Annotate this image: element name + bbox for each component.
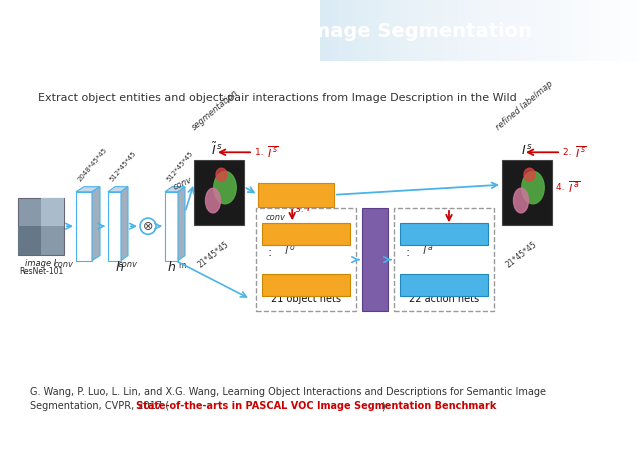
Text: ResNet-101: ResNet-101 bbox=[19, 267, 63, 276]
Text: 21*45*45: 21*45*45 bbox=[196, 239, 230, 269]
Text: 4.: 4. bbox=[556, 183, 568, 192]
Text: 512*45*45: 512*45*45 bbox=[166, 150, 195, 183]
Polygon shape bbox=[165, 192, 178, 260]
Text: 512*45*45: 512*45*45 bbox=[109, 150, 138, 183]
Text: :: : bbox=[406, 246, 418, 259]
Text: G. Wang, P. Luo, L. Lin, and X.G. Wang, Learning Object Interactions and Descrip: G. Wang, P. Luo, L. Lin, and X.G. Wang, … bbox=[30, 387, 546, 397]
Bar bbox=[194, 160, 244, 225]
Ellipse shape bbox=[216, 168, 227, 181]
Text: ⊗: ⊗ bbox=[143, 220, 153, 233]
Bar bbox=[362, 208, 388, 311]
Polygon shape bbox=[108, 187, 128, 192]
Text: image I: image I bbox=[26, 259, 56, 268]
Text: Segmentation, CVPR, 2017 (: Segmentation, CVPR, 2017 ( bbox=[30, 401, 169, 411]
Text: h: h bbox=[115, 261, 123, 274]
Polygon shape bbox=[178, 187, 185, 260]
Text: Object-Pair: Object-Pair bbox=[371, 223, 380, 280]
Polygon shape bbox=[165, 187, 185, 192]
Text: person-subnet: person-subnet bbox=[266, 229, 346, 239]
Text: $\overline{I^{\,s}}$: $\overline{I^{\,s}}$ bbox=[575, 145, 587, 160]
Bar bbox=[256, 208, 356, 311]
Bar bbox=[394, 208, 494, 311]
Text: $\overline{l^{\,o}}$: $\overline{l^{\,o}}$ bbox=[306, 199, 318, 214]
Text: refined labelmap: refined labelmap bbox=[494, 79, 554, 132]
Text: 21 object nets: 21 object nets bbox=[271, 294, 341, 304]
Bar bbox=[400, 274, 488, 296]
Ellipse shape bbox=[214, 171, 236, 204]
Ellipse shape bbox=[513, 188, 529, 213]
Text: Selection: Selection bbox=[371, 244, 380, 291]
Text: sit-subnet: sit-subnet bbox=[416, 280, 472, 290]
Bar bbox=[262, 223, 350, 246]
Text: $\widetilde{I}^{\,s}$: $\widetilde{I}^{\,s}$ bbox=[211, 142, 223, 159]
Polygon shape bbox=[92, 187, 100, 260]
Text: 3.: 3. bbox=[295, 205, 307, 214]
Text: h: h bbox=[168, 261, 176, 274]
Text: Extract object entities and object-pair interactions from Image Description in t: Extract object entities and object-pair … bbox=[38, 92, 516, 102]
Bar bbox=[262, 274, 350, 296]
Text: segmentation: segmentation bbox=[190, 88, 240, 132]
Bar bbox=[41, 198, 64, 226]
Text: conv: conv bbox=[54, 260, 74, 269]
Text: conv: conv bbox=[266, 213, 286, 222]
Text: conv: conv bbox=[172, 175, 194, 192]
Text: $I^{\,s}$: $I^{\,s}$ bbox=[521, 145, 533, 159]
Text: State-of-the-arts in PASCAL VOC Image Segmentation Benchmark: State-of-the-arts in PASCAL VOC Image Se… bbox=[136, 401, 497, 411]
Text: $l^{\,a}$: $l^{\,a}$ bbox=[422, 243, 434, 257]
Text: 21*45*45: 21*45*45 bbox=[504, 239, 538, 269]
Text: $\overline{l^{\,a}}$: $\overline{l^{\,a}}$ bbox=[568, 180, 580, 195]
Ellipse shape bbox=[524, 168, 535, 181]
Polygon shape bbox=[121, 187, 128, 260]
Polygon shape bbox=[76, 192, 92, 260]
Bar bbox=[258, 183, 334, 207]
Text: $l^{\,o}$: $l^{\,o}$ bbox=[284, 243, 296, 257]
Ellipse shape bbox=[522, 171, 544, 204]
Bar bbox=[18, 226, 41, 255]
Bar bbox=[502, 160, 552, 225]
Text: 1.: 1. bbox=[255, 148, 266, 157]
Text: 2048*45*45: 2048*45*45 bbox=[77, 147, 109, 183]
Text: :: : bbox=[268, 246, 280, 259]
Text: 22 action nets: 22 action nets bbox=[409, 294, 479, 304]
Text: Refinement: Refinement bbox=[260, 190, 332, 200]
Text: bike-subnet: bike-subnet bbox=[273, 280, 339, 290]
Circle shape bbox=[140, 218, 156, 234]
Text: ride-subnet: ride-subnet bbox=[412, 229, 476, 239]
Text: ): ) bbox=[381, 401, 385, 411]
Bar bbox=[400, 223, 488, 246]
Text: $\overline{I^{\,s}}$: $\overline{I^{\,s}}$ bbox=[267, 145, 278, 160]
Ellipse shape bbox=[205, 188, 221, 213]
Text: 1. 1 Extension: Improving Image Segmentation: 1. 1 Extension: Improving Image Segmenta… bbox=[14, 22, 532, 41]
Polygon shape bbox=[76, 187, 100, 192]
Text: 2.: 2. bbox=[563, 148, 574, 157]
Text: m: m bbox=[178, 261, 186, 270]
Bar bbox=[18, 198, 64, 255]
Polygon shape bbox=[108, 192, 121, 260]
Text: conv: conv bbox=[118, 260, 138, 269]
